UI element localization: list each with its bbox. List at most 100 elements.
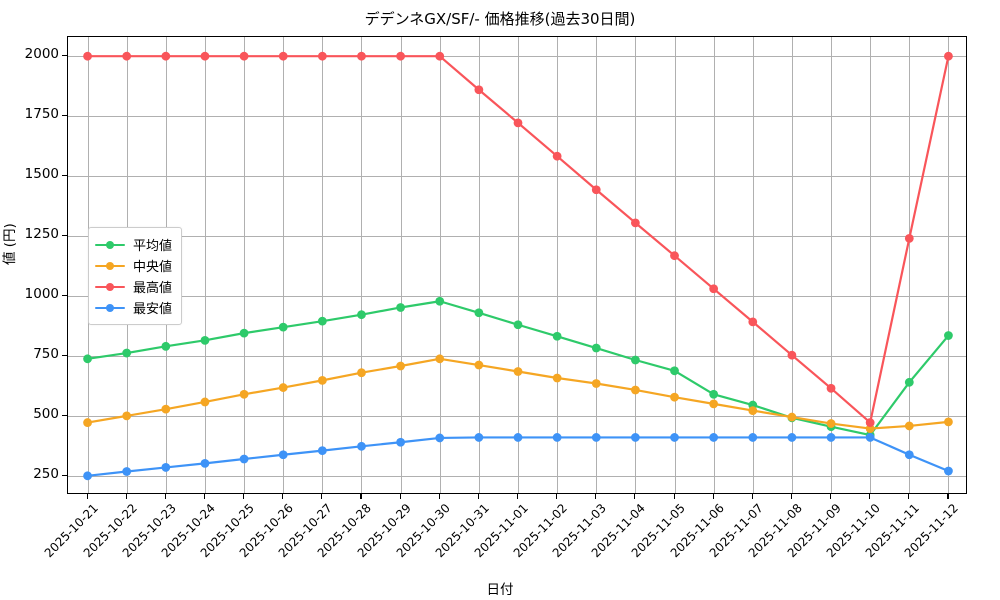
legend-item[interactable]: 最安値 [95, 297, 172, 318]
plot-area [67, 36, 967, 494]
legend-item-label: 最高値 [133, 281, 173, 296]
x-tick-mark [86, 494, 88, 499]
gridline-vertical [322, 37, 324, 493]
x-tick-mark [399, 494, 401, 499]
series-data-point [748, 317, 758, 327]
series-data-point [161, 463, 171, 472]
gridline-vertical [283, 37, 285, 493]
gridline-horizontal [68, 355, 966, 357]
gridline-vertical [361, 37, 363, 493]
series-data-point [357, 310, 366, 320]
gridline-vertical [674, 37, 676, 493]
series-data-point [826, 419, 836, 428]
series-data-point [552, 151, 562, 161]
x-tick-mark [790, 494, 792, 499]
series-data-point [944, 51, 953, 61]
x-tick-label: 2025-10-29 [354, 501, 414, 561]
series-data-point [239, 51, 249, 61]
x-tick-label: 2025-10-28 [315, 501, 375, 561]
series-data-point [670, 366, 679, 376]
series-data-point [83, 418, 92, 427]
x-tick-mark [595, 494, 597, 499]
x-tick-mark [517, 494, 519, 499]
x-tick-label: 2025-11-05 [628, 501, 688, 561]
y-tick-mark [62, 294, 67, 297]
gridline-vertical [204, 37, 206, 493]
series-data-point [474, 433, 484, 442]
series-data-point [278, 383, 288, 392]
gridline-vertical [635, 37, 637, 493]
gridline-horizontal [68, 236, 966, 238]
gridline-vertical [518, 37, 519, 493]
y-tick-label: 250 [33, 465, 59, 482]
x-tick-label: 2025-11-09 [784, 501, 844, 561]
series-data-point [748, 406, 758, 415]
gridline-horizontal [68, 415, 966, 417]
gridline-vertical [400, 37, 402, 493]
x-tick-label: 2025-10-23 [119, 501, 179, 561]
series-data-point [239, 454, 249, 464]
series-data-point [317, 51, 327, 61]
series-data-point [904, 421, 914, 431]
series-data-point [630, 218, 640, 228]
x-tick-label: 2025-10-30 [393, 501, 453, 561]
series-data-point [709, 389, 719, 399]
legend-item[interactable]: 最高値 [95, 276, 172, 297]
series-data-point [709, 399, 719, 409]
gridline-vertical [791, 37, 793, 493]
y-tick-mark [62, 115, 67, 117]
series-data-point [670, 433, 679, 442]
series-data-point [591, 433, 601, 442]
series-data-point [161, 341, 171, 351]
gridline-horizontal [68, 116, 966, 118]
y-tick-mark [62, 474, 67, 476]
series-lines-layer [83, 51, 953, 481]
gridline-vertical [713, 37, 715, 493]
legend-item-label: 最安値 [133, 302, 173, 317]
x-tick-label: 2025-11-04 [589, 501, 649, 561]
y-tick-label: 1500 [24, 166, 59, 183]
gridline-horizontal [68, 295, 966, 297]
x-tick-mark [438, 494, 440, 499]
gridline-vertical [948, 37, 950, 493]
legend-marker-icon [95, 260, 125, 272]
series-data-point [904, 234, 914, 243]
series-line [86, 436, 950, 477]
series-data-point [591, 185, 601, 195]
y-tick-mark [62, 175, 67, 177]
series-data-point [826, 433, 836, 442]
legend-item[interactable]: 中央値 [95, 255, 172, 276]
series-data-point [200, 397, 210, 407]
x-tick-mark [712, 494, 714, 499]
x-tick-label: 2025-11-02 [510, 501, 571, 561]
x-tick-mark [203, 494, 206, 499]
x-tick-mark [282, 494, 284, 499]
series-data-point [748, 433, 758, 442]
chart-legend: 平均値 中央値最高値最安値 [88, 227, 183, 325]
series-data-point [670, 251, 679, 261]
x-tick-label: 2025-11-01 [471, 501, 531, 561]
series-data-point [83, 471, 92, 481]
y-tick-mark [62, 354, 67, 356]
series-data-point [161, 51, 171, 61]
gridline-horizontal [68, 176, 966, 178]
series-data-point [474, 308, 484, 318]
series-data-point [513, 433, 523, 442]
y-tick-mark [62, 414, 67, 416]
series-data-point [709, 284, 719, 294]
x-tick-mark [751, 494, 753, 499]
series-data-point [670, 392, 679, 402]
x-tick-mark [673, 494, 675, 499]
legend-item[interactable]: 平均値 [95, 234, 172, 255]
series-data-point [278, 51, 288, 61]
gridline-vertical [909, 37, 911, 493]
legend-item-label: 平均値 [133, 239, 173, 254]
series-data-point [317, 446, 327, 456]
gridline-vertical [557, 37, 559, 493]
gridline-vertical [244, 37, 246, 493]
gridline-vertical [439, 37, 441, 493]
series-data-point [865, 418, 875, 427]
y-tick-mark [62, 235, 67, 237]
series-data-point [357, 51, 366, 61]
